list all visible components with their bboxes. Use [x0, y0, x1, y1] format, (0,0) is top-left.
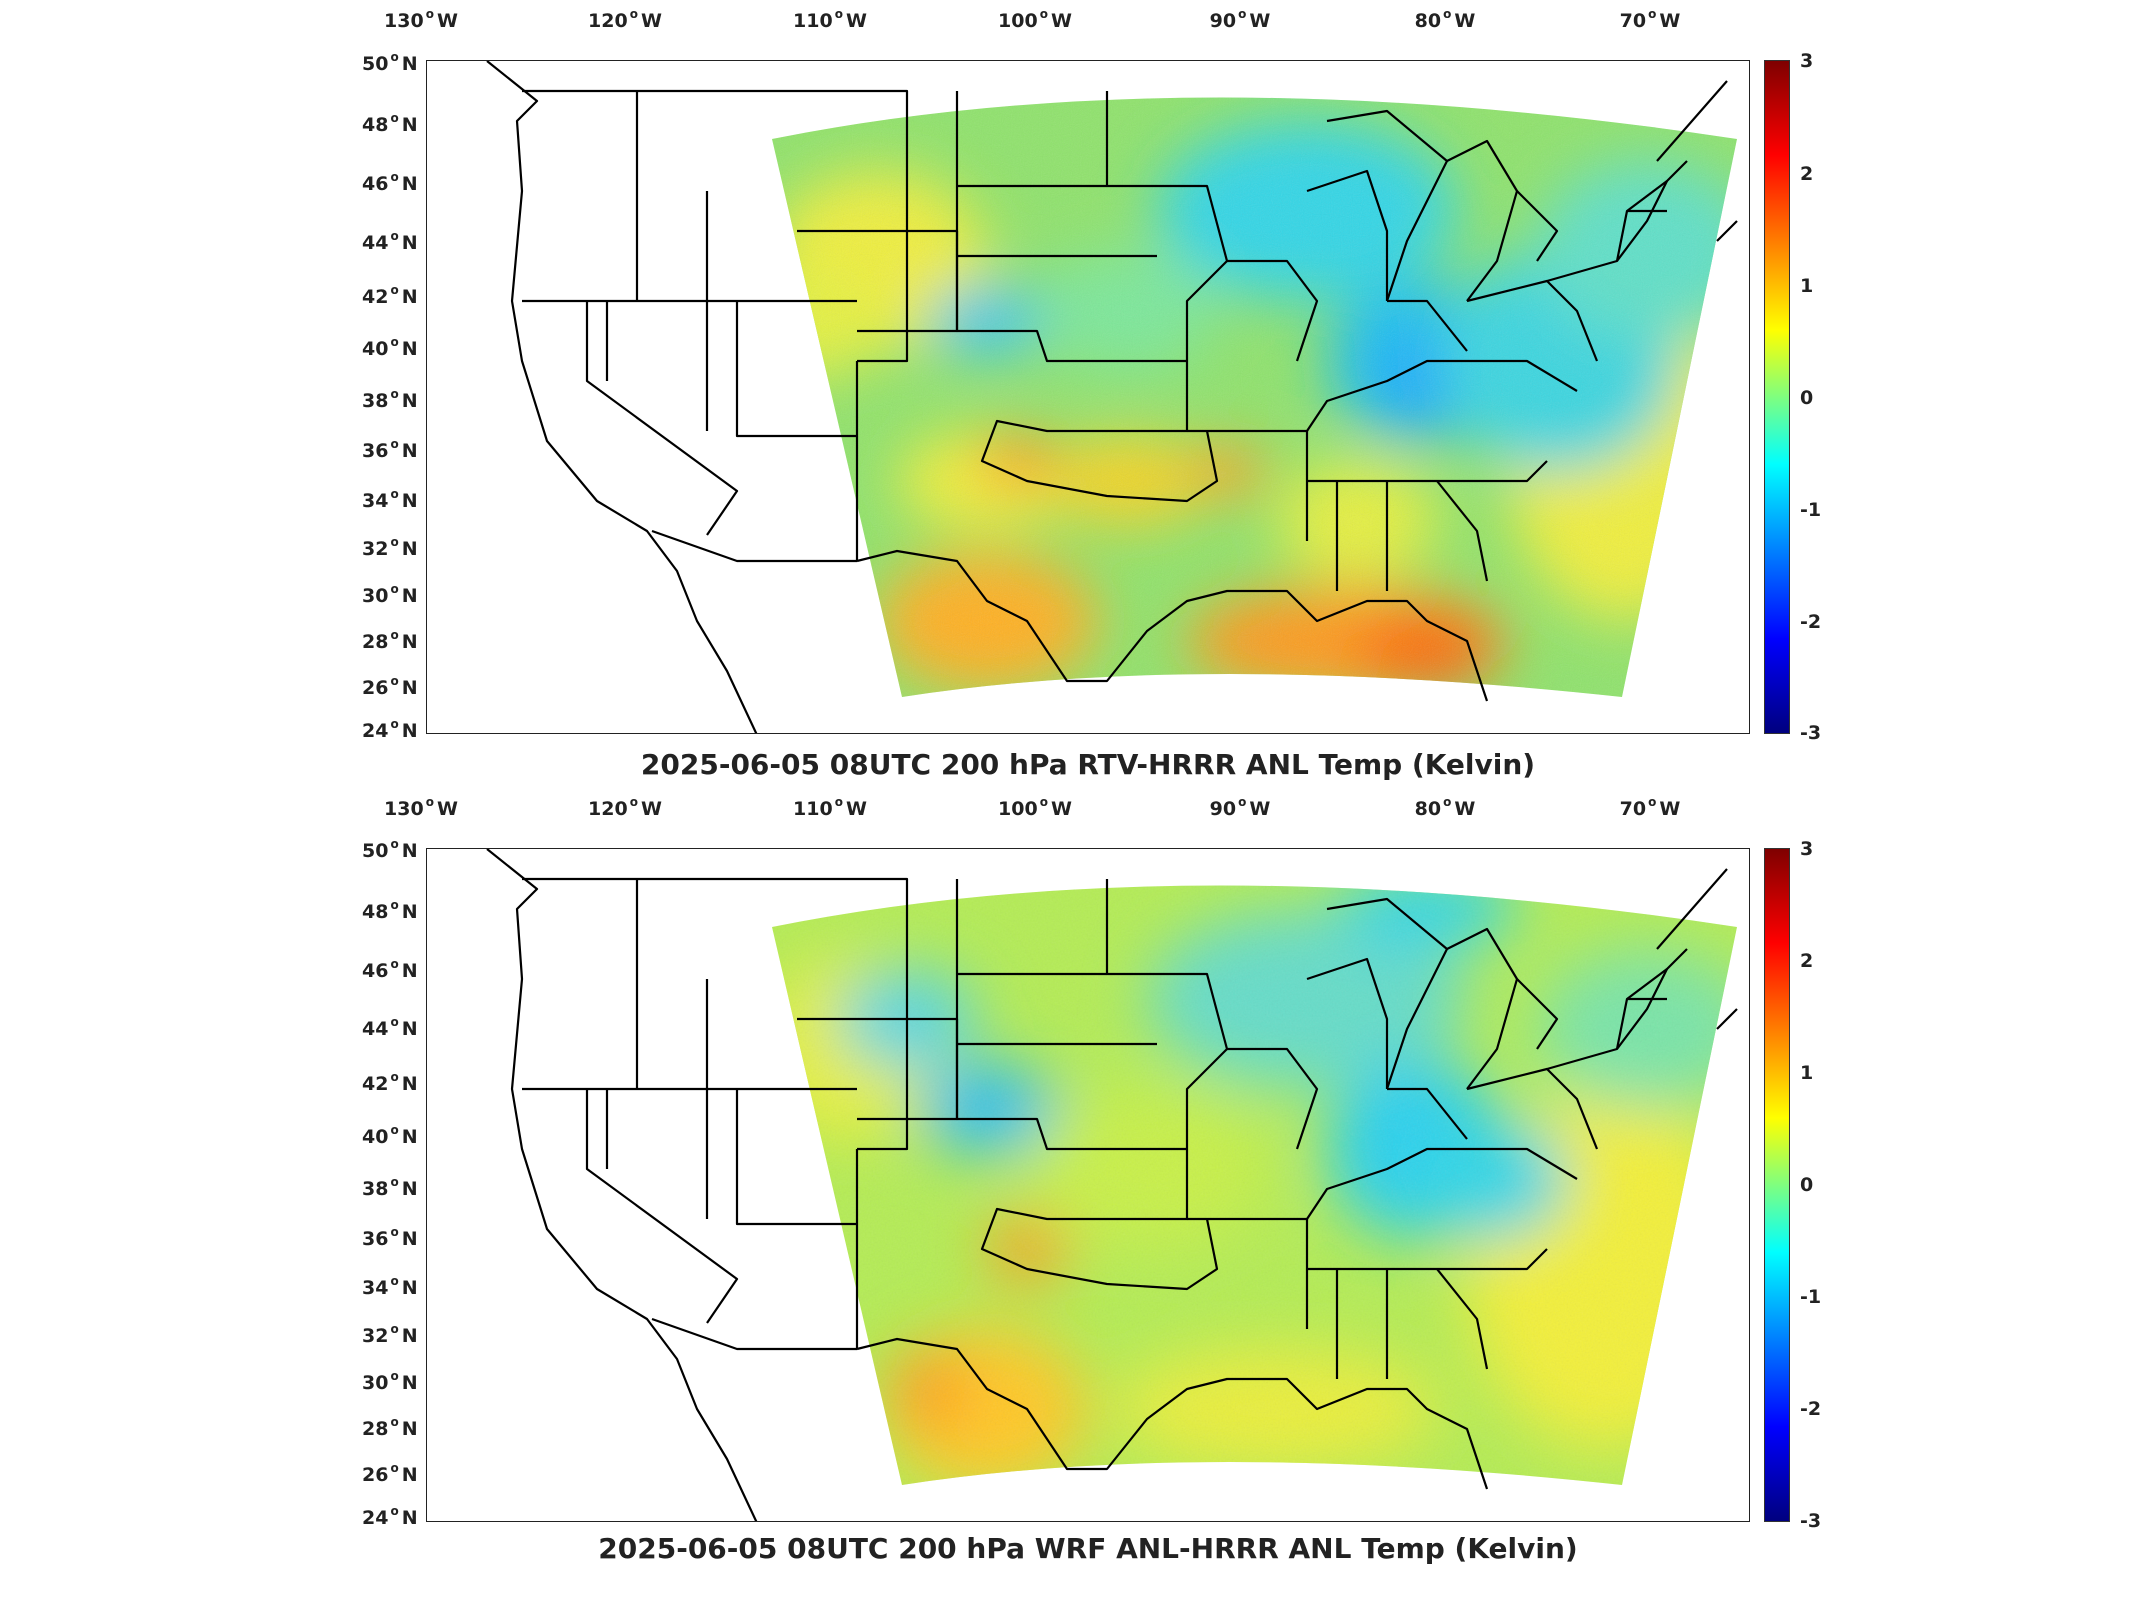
map-area — [426, 848, 1750, 1522]
colorbar-tick: 2 — [1800, 950, 1814, 972]
lat-tick: 50 o N — [362, 837, 418, 862]
state-borders — [486, 61, 1738, 733]
lon-tick: 110 o W — [793, 7, 867, 32]
lon-tick: 70 o W — [1619, 795, 1681, 820]
state-borders — [486, 849, 1738, 1521]
colorbar-tick: 0 — [1800, 387, 1814, 409]
lon-tick: 110 o W — [793, 795, 867, 820]
lat-tick: 36 o N — [362, 437, 418, 462]
lat-tick: 38 o N — [362, 1175, 418, 1200]
lon-tick: 80 o W — [1414, 795, 1476, 820]
lon-tick: 80 o W — [1414, 7, 1476, 32]
lon-tick: 70 o W — [1619, 7, 1681, 32]
colorbar-tick: 3 — [1800, 50, 1814, 72]
lat-tick: 46 o N — [362, 957, 418, 982]
lon-tick: 130 o W — [384, 7, 458, 32]
lat-tick: 44 o N — [362, 229, 418, 254]
lat-tick: 50 o N — [362, 50, 418, 75]
lon-tick: 100 o W — [998, 795, 1072, 820]
map-area — [426, 60, 1750, 734]
lat-tick: 32 o N — [362, 535, 418, 560]
lat-tick: 26 o N — [362, 674, 418, 699]
lat-tick: 40 o N — [362, 335, 418, 360]
colorbar-tick: 1 — [1800, 275, 1814, 297]
colorbar-tick: 1 — [1800, 1062, 1814, 1084]
lat-tick: 44 o N — [362, 1015, 418, 1040]
lat-tick: 26 o N — [362, 1461, 418, 1486]
lat-tick: 36 o N — [362, 1225, 418, 1250]
colorbar-tick: -3 — [1800, 1510, 1822, 1532]
colorbar-tick: -2 — [1800, 611, 1822, 633]
lon-tick: 90 o W — [1209, 795, 1271, 820]
colorbar-tick: -2 — [1800, 1398, 1822, 1420]
lat-tick: 46 o N — [362, 170, 418, 195]
colorbar — [1764, 60, 1790, 734]
lat-tick: 42 o N — [362, 1070, 418, 1095]
map-panel-1: 130 o W 120 o W 110 o W 100 o W 90 o W 80 o W 70 o W 5… — [362, 7, 1822, 781]
lat-tick: 48 o N — [362, 898, 418, 923]
colorbar-tick: -3 — [1800, 722, 1822, 744]
temperature-difference-field — [486, 849, 1738, 1521]
lon-tick: 120 o W — [588, 7, 662, 32]
lat-tick: 24 o N — [362, 717, 418, 742]
lon-tick: 90 o W — [1209, 7, 1271, 32]
lat-tick: 28 o N — [362, 1415, 418, 1440]
colorbar-tick: 3 — [1800, 838, 1814, 860]
lon-tick: 100 o W — [998, 7, 1072, 32]
lat-tick: 32 o N — [362, 1322, 418, 1347]
colorbar-tick: -1 — [1800, 499, 1822, 521]
lat-tick: 42 o N — [362, 283, 418, 308]
lat-tick: 30 o N — [362, 1369, 418, 1394]
temperature-difference-field — [486, 61, 1738, 733]
colorbar-tick: 2 — [1800, 163, 1814, 185]
lat-tick: 38 o N — [362, 387, 418, 412]
lat-tick: 48 o N — [362, 111, 418, 136]
lon-tick: 120 o W — [588, 795, 662, 820]
colorbar-tick: -1 — [1800, 1286, 1822, 1308]
lon-tick: 130 o W — [384, 795, 458, 820]
panel-title: 2025-06-05 08UTC 200 hPa WRF ANL-HRRR AN… — [598, 1532, 1578, 1565]
lat-tick: 34 o N — [362, 1274, 418, 1299]
panel-title: 2025-06-05 08UTC 200 hPa RTV-HRRR ANL Te… — [640, 748, 1536, 781]
lat-tick: 30 o N — [362, 582, 418, 607]
colorbar — [1764, 848, 1790, 1522]
map-panel-2: 130 o W 120 o W 110 o W 100 o W 90 o W 80 o W 70 o W 5… — [0, 790, 2133, 1590]
lat-tick: 24 o N — [362, 1504, 418, 1529]
lat-tick: 34 o N — [362, 487, 418, 512]
lat-tick: 28 o N — [362, 628, 418, 653]
lat-tick: 40 o N — [362, 1123, 418, 1148]
colorbar-tick: 0 — [1800, 1174, 1814, 1196]
